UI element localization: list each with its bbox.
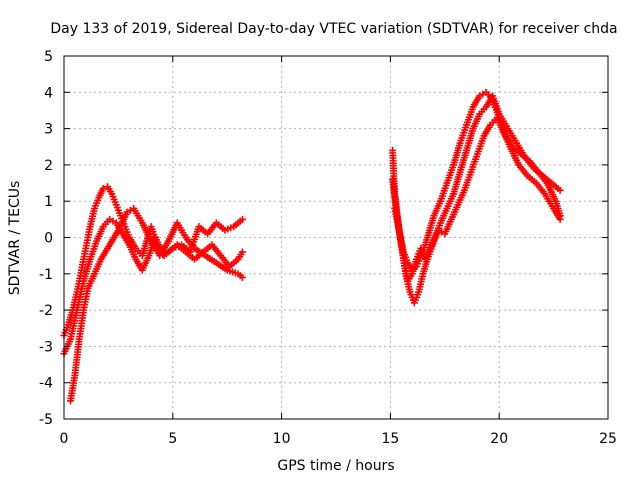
y-tick-label: 1 [44,194,53,210]
y-tick-label: -5 [39,412,53,428]
x-axis-label: GPS time / hours [277,458,394,474]
x-tick-label: 5 [168,431,177,447]
y-tick-label: 5 [44,49,53,65]
axis-ticks [63,55,609,420]
y-tick-label: 2 [44,158,53,174]
data-point [238,248,246,256]
y-tick-label: -3 [39,339,53,355]
y-tick-label: -2 [39,303,53,319]
data-point [556,215,564,223]
data-point [238,273,246,281]
y-tick-label: 0 [44,231,53,247]
x-tick-label: 0 [60,431,69,447]
data-series [67,204,246,405]
y-tick-labels: -5 -4 -3 -2 -1 0 1 2 3 4 5 [39,49,53,428]
y-axis-label: SDTVAR / TECUs [7,181,23,296]
x-tick-label: 15 [381,431,399,447]
x-tick-label: 20 [490,431,508,447]
data-point [238,215,246,223]
data-point [556,186,564,194]
y-tick-label: 3 [44,122,53,138]
y-tick-label: -4 [39,376,53,392]
data-points [60,88,564,405]
chart-title: Day 133 of 2019, Sidereal Day-to-day VTE… [50,21,617,37]
x-tick-labels: 0 5 10 15 20 25 [60,431,617,447]
data-series [391,114,564,285]
x-tick-label: 10 [273,431,291,447]
grid [64,56,608,419]
y-tick-label: -1 [39,267,53,283]
y-tick-label: 4 [44,85,53,101]
x-tick-label: 25 [599,431,617,447]
